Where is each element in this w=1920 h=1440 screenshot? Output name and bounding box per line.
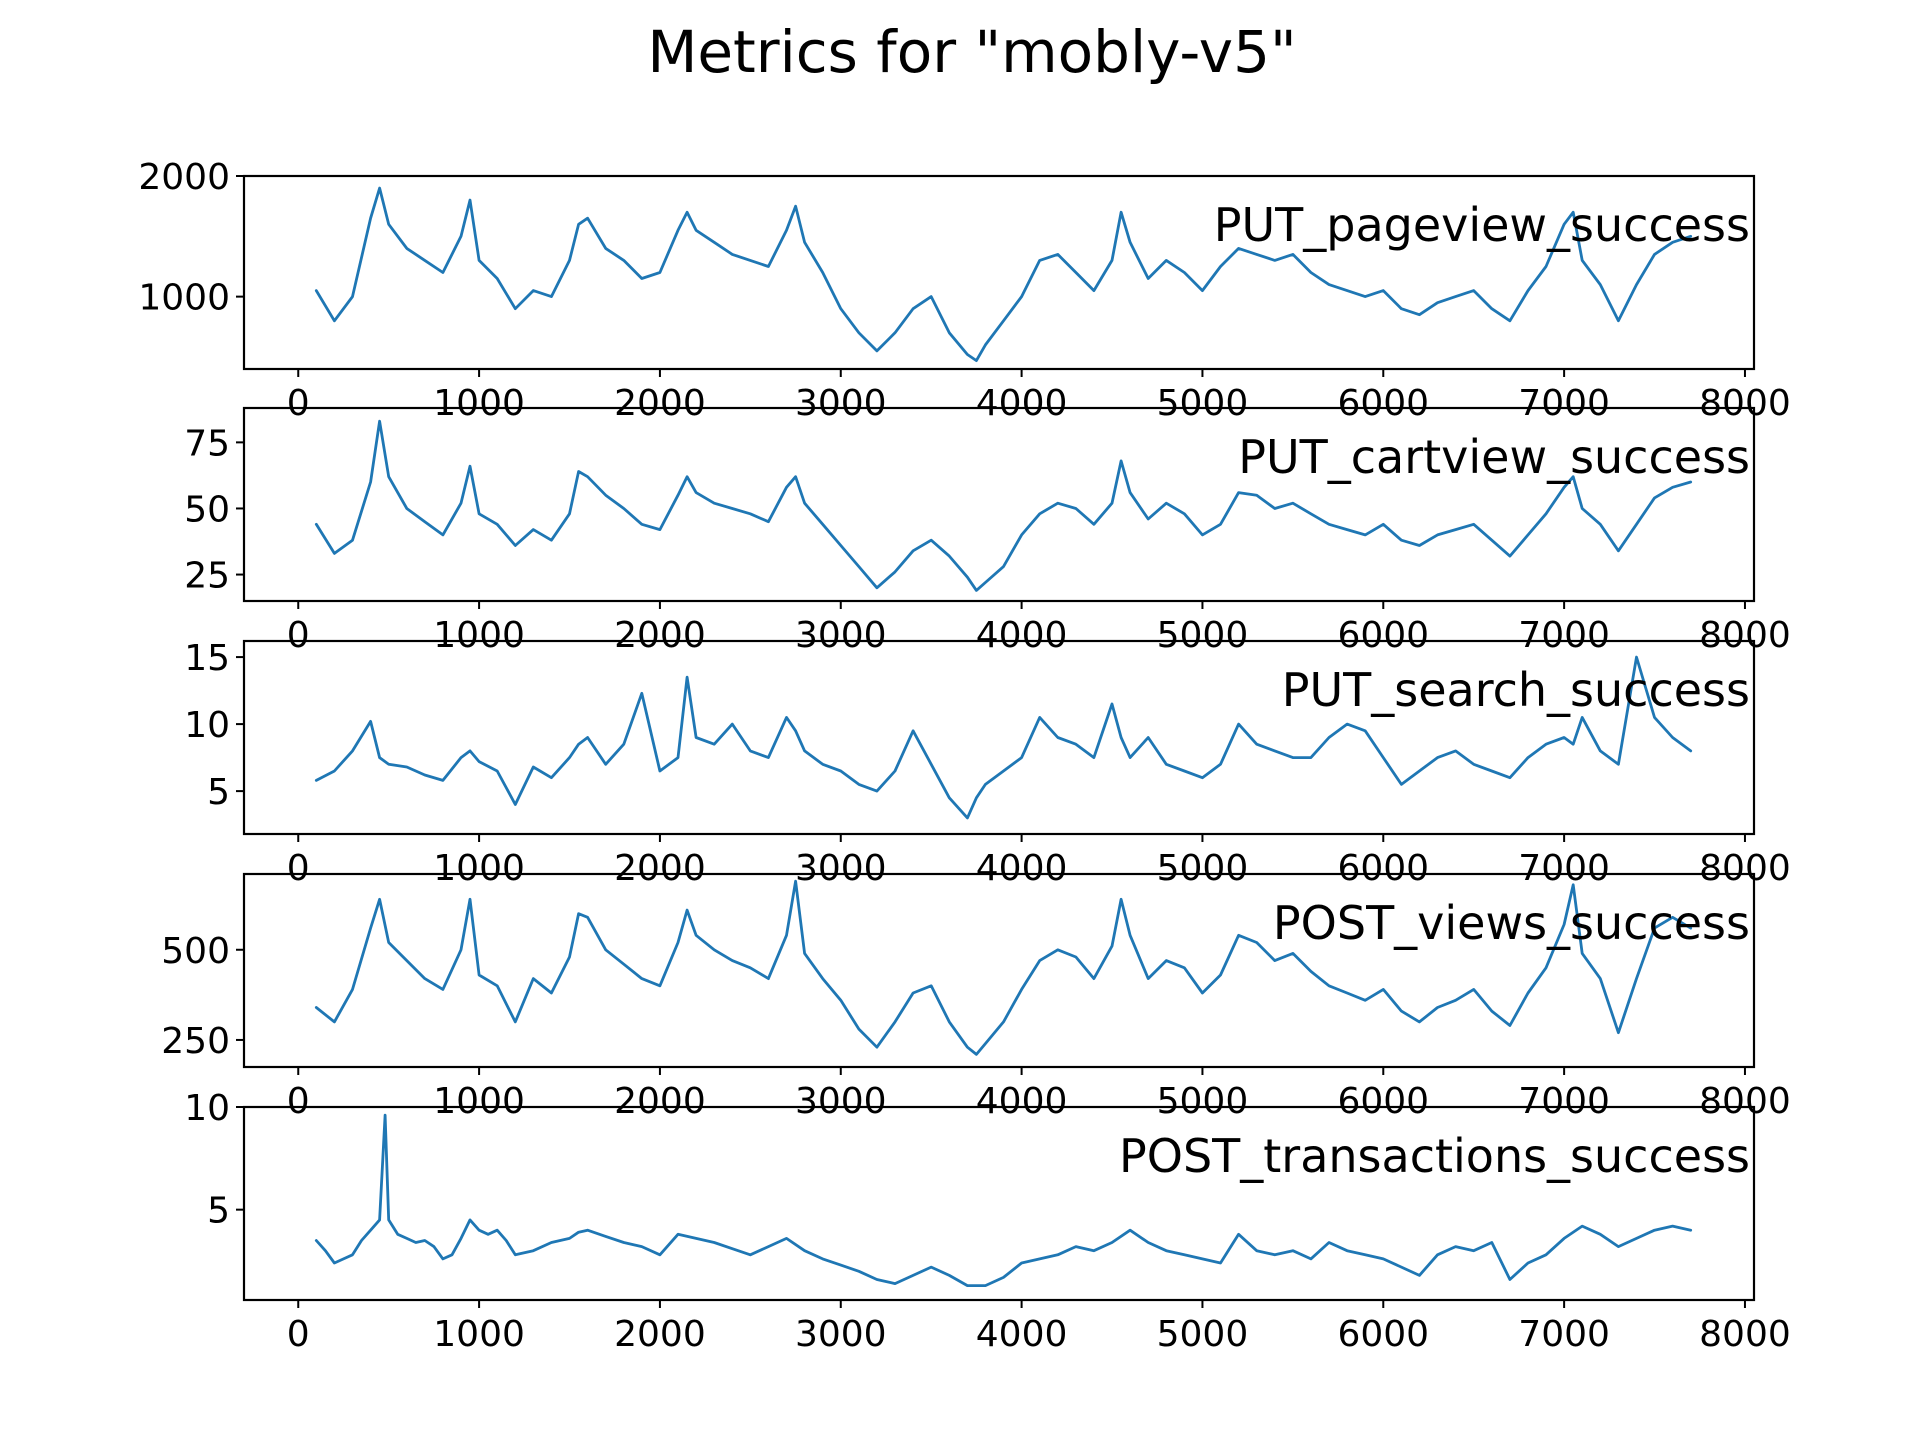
y-tick-label: 250	[161, 1021, 230, 1062]
x-tick-label: 4000	[976, 383, 1068, 424]
y-tick-label: 500	[161, 931, 230, 972]
x-tick-label: 1000	[433, 615, 525, 656]
subplot-POST_views_success: 0 1000 2000 3000 4000 5000 6000 7000 8000 250 500 P…	[161, 872, 1791, 1122]
y-tick-label: 5	[207, 1191, 230, 1232]
subplot-POST_transactions_success: 0 1000 2000 3000 4000 5000 6000 7000 8000 5 10 POST…	[184, 1088, 1791, 1355]
x-tick-label: 4000	[976, 615, 1068, 656]
y-tick-label: 10	[184, 705, 230, 746]
x-tick-label: 5000	[1157, 1081, 1249, 1122]
series-label: PUT_pageview_success	[1214, 198, 1750, 252]
subplot-PUT_cartview_success: 0 1000 2000 3000 4000 5000 6000 7000 8000 25 50 75 P…	[184, 406, 1791, 656]
x-tick-label: 0	[287, 1081, 310, 1122]
axes-frame	[242, 406, 1756, 603]
x-tick-label: 8000	[1699, 383, 1791, 424]
x-tick-label: 1000	[433, 1314, 525, 1355]
x-tick-label: 6000	[1337, 848, 1429, 889]
y-tick-label: 5	[207, 772, 230, 813]
x-tick-label: 7000	[1518, 615, 1610, 656]
x-tick-label: 0	[287, 1314, 310, 1355]
x-tick-label: 1000	[433, 383, 525, 424]
x-tick-label: 4000	[976, 1314, 1068, 1355]
x-tick-label: 7000	[1518, 1314, 1610, 1355]
axes-frame	[242, 639, 1756, 836]
series-label: PUT_cartview_success	[1238, 430, 1750, 484]
x-tick-label: 4000	[976, 848, 1068, 889]
series-label: PUT_search_success	[1282, 663, 1750, 717]
x-tick-label: 7000	[1518, 848, 1610, 889]
y-tick-label: 10	[184, 1088, 230, 1129]
subplot-PUT_search_success: 0 1000 2000 3000 4000 5000 6000 7000 8000 5 10 15 PU…	[184, 638, 1791, 889]
x-tick-label: 0	[287, 615, 310, 656]
x-tick-label: 6000	[1337, 1314, 1429, 1355]
series-line-POST_transactions_success	[314, 1113, 1693, 1287]
x-tick-label: 5000	[1157, 1314, 1249, 1355]
x-tick-label: 6000	[1337, 383, 1429, 424]
axes-frame	[242, 872, 1756, 1069]
x-tick-label: 8000	[1699, 1081, 1791, 1122]
series-line-PUT_search_success	[314, 655, 1693, 820]
x-tick-label: 5000	[1157, 383, 1249, 424]
x-tick-label: 2000	[614, 1081, 706, 1122]
y-tick-label: 50	[184, 489, 230, 530]
x-tick-label: 0	[287, 383, 310, 424]
x-tick-label: 1000	[433, 1081, 525, 1122]
x-tick-label: 7000	[1518, 1081, 1610, 1122]
x-tick-label: 3000	[795, 848, 887, 889]
y-tick-label: 25	[184, 556, 230, 597]
x-tick-label: 5000	[1157, 848, 1249, 889]
x-tick-label: 6000	[1337, 1081, 1429, 1122]
figure-title: Metrics for "mobly-v5"	[647, 18, 1296, 86]
x-tick-label: 3000	[795, 1314, 887, 1355]
x-tick-label: 8000	[1699, 1314, 1791, 1355]
y-tick-label: 1000	[138, 278, 230, 319]
axes-frame	[242, 1105, 1756, 1302]
x-tick-label: 3000	[795, 615, 887, 656]
x-tick-label: 7000	[1518, 383, 1610, 424]
x-tick-label: 2000	[614, 615, 706, 656]
x-tick-label: 3000	[795, 1081, 887, 1122]
x-tick-label: 8000	[1699, 848, 1791, 889]
subplots: 0 1000 2000 3000 4000 5000 6000 7000 80001000200…	[138, 157, 1790, 1355]
x-tick-label: 5000	[1157, 615, 1249, 656]
axes-frame	[242, 174, 1756, 371]
x-tick-label: 4000	[976, 1081, 1068, 1122]
series-line-POST_views_success	[314, 879, 1693, 1056]
x-tick-label: 2000	[614, 848, 706, 889]
series-line-PUT_pageview_success	[314, 186, 1693, 362]
x-tick-label: 3000	[795, 383, 887, 424]
series-label: POST_transactions_success	[1119, 1129, 1750, 1183]
y-tick-label: 2000	[138, 157, 230, 198]
x-tick-label: 0	[287, 848, 310, 889]
x-tick-label: 2000	[614, 1314, 706, 1355]
series-label: POST_views_success	[1273, 896, 1750, 950]
y-tick-label: 75	[184, 423, 230, 464]
x-tick-label: 1000	[433, 848, 525, 889]
subplot-PUT_pageview_success: 0 1000 2000 3000 4000 5000 6000 7000 8000 1000 200…	[138, 157, 1790, 424]
x-tick-label: 6000	[1337, 615, 1429, 656]
series-line-PUT_cartview_success	[314, 419, 1693, 592]
x-tick-label: 2000	[614, 383, 706, 424]
y-tick-label: 15	[184, 638, 230, 679]
x-tick-label: 8000	[1699, 615, 1791, 656]
